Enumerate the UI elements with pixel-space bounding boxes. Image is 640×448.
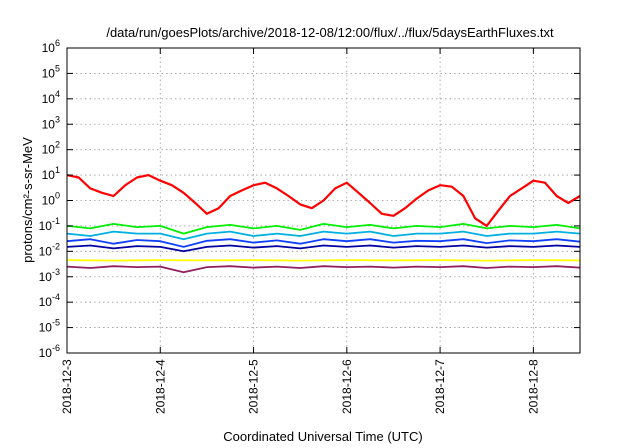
y-tick-label: 102	[42, 140, 60, 157]
x-tick-label: 2018-12-8	[526, 359, 540, 414]
y-tick-label: 10-3	[39, 267, 60, 284]
x-tick-label: 2018-12-5	[247, 359, 261, 414]
y-tick-label: 10-4	[39, 292, 60, 309]
x-tick-label: 2018-12-3	[60, 359, 74, 414]
y-tick-label: 10-2	[39, 241, 60, 258]
y-tick-label: 105	[42, 63, 60, 80]
series-line-7	[66, 265, 581, 274]
x-tick-label: 2018-12-7	[433, 359, 447, 414]
y-tick-label: 100	[42, 191, 60, 208]
series-layer	[66, 174, 581, 274]
series-line-4	[66, 238, 581, 248]
series-line-5	[66, 244, 581, 253]
y-tick-label: 103	[42, 114, 60, 131]
y-axis-title: protons/cm²-s-sr-MeV	[20, 137, 35, 263]
series-line-3	[66, 230, 581, 241]
y-tick-labels: 106 105 104 103 102 101 100 10-1 10-2 10-3 10-4 10-…	[39, 38, 60, 360]
x-axis-title: Coordinated Universal Time (UTC)	[223, 429, 422, 444]
tick-layer	[66, 47, 580, 354]
chart-title: /data/run/goesPlots/archive/2018-12-08/1…	[106, 25, 554, 40]
y-tick-label: 10-6	[39, 343, 60, 360]
y-tick-label: 104	[42, 89, 60, 106]
x-tick-labels: 2018-12-3 2018-12-4 2018-12-5 2018-12-6 2018…	[60, 359, 540, 414]
series-line-2	[66, 222, 581, 235]
y-tick-label: 10-1	[39, 216, 60, 233]
y-tick-label: 101	[42, 165, 60, 182]
y-tick-label: 106	[42, 38, 60, 55]
series-line-1	[66, 174, 581, 227]
y-tick-label: 10-5	[39, 318, 60, 335]
series-line-6	[66, 259, 581, 262]
x-tick-label: 2018-12-4	[153, 359, 167, 414]
x-tick-label: 2018-12-6	[340, 359, 354, 414]
